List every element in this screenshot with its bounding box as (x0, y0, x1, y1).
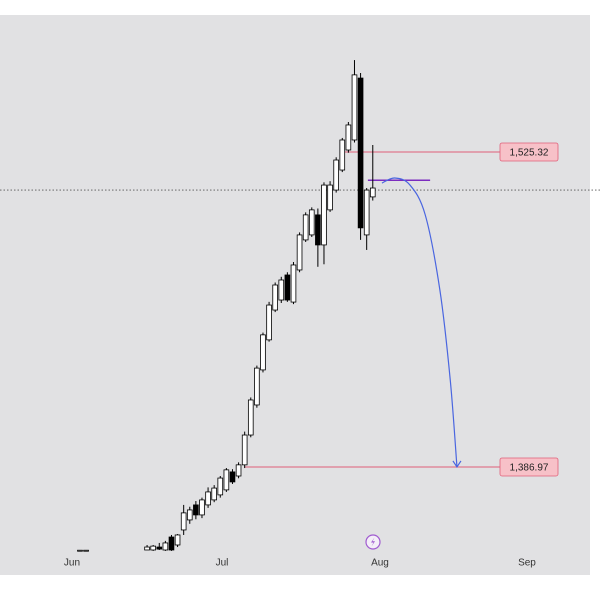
candle-body (327, 184, 333, 211)
candle-body (315, 214, 321, 246)
candle-body (150, 545, 156, 551)
candle-body (308, 209, 315, 236)
candle-body (369, 187, 376, 198)
candle-body (363, 189, 370, 236)
candle-body (186, 509, 193, 521)
candle-body (266, 304, 272, 341)
candle-body (174, 534, 181, 546)
x-tick-label: Jun (64, 558, 80, 569)
candle-body (339, 139, 346, 171)
x-tick-label: Jul (216, 558, 229, 569)
candle-body (223, 469, 230, 491)
candle-body (156, 546, 163, 550)
candle-body (284, 274, 291, 301)
candle-body (241, 434, 248, 466)
candle-body (235, 464, 242, 477)
projection-arrowhead (452, 460, 462, 469)
candle-body (345, 124, 352, 151)
candle-body (77, 549, 83, 552)
candle-body (296, 234, 303, 271)
candle-body (162, 542, 169, 551)
candle-body (247, 399, 254, 436)
x-tick-label: Sep (518, 558, 536, 569)
x-tick-label: Aug (371, 558, 389, 569)
candle-body (351, 74, 358, 141)
candle-body (144, 546, 150, 551)
candle-body (180, 512, 187, 531)
candle-body (254, 367, 260, 406)
candle-body (205, 491, 211, 506)
candle-body (217, 477, 224, 496)
candle-body (272, 284, 278, 311)
candle-body (278, 279, 285, 301)
candle-body (357, 77, 364, 229)
candle-body (193, 504, 199, 516)
candle-body (260, 334, 266, 371)
candle-body (168, 536, 175, 551)
price-label-box (499, 457, 559, 477)
price-label: 1,386.97 (510, 463, 549, 474)
projection-curve (381, 177, 458, 468)
price-label-box (499, 142, 559, 162)
candle-body (290, 264, 297, 303)
candle-body (302, 214, 309, 241)
price-label: 1,525.32 (510, 148, 549, 159)
event-icon[interactable] (365, 534, 381, 550)
candle-body (321, 184, 327, 246)
candle-body (333, 159, 339, 191)
candle-body (229, 471, 236, 483)
candle-body (211, 487, 217, 501)
candle-body (83, 549, 89, 552)
candle-body (199, 499, 205, 516)
